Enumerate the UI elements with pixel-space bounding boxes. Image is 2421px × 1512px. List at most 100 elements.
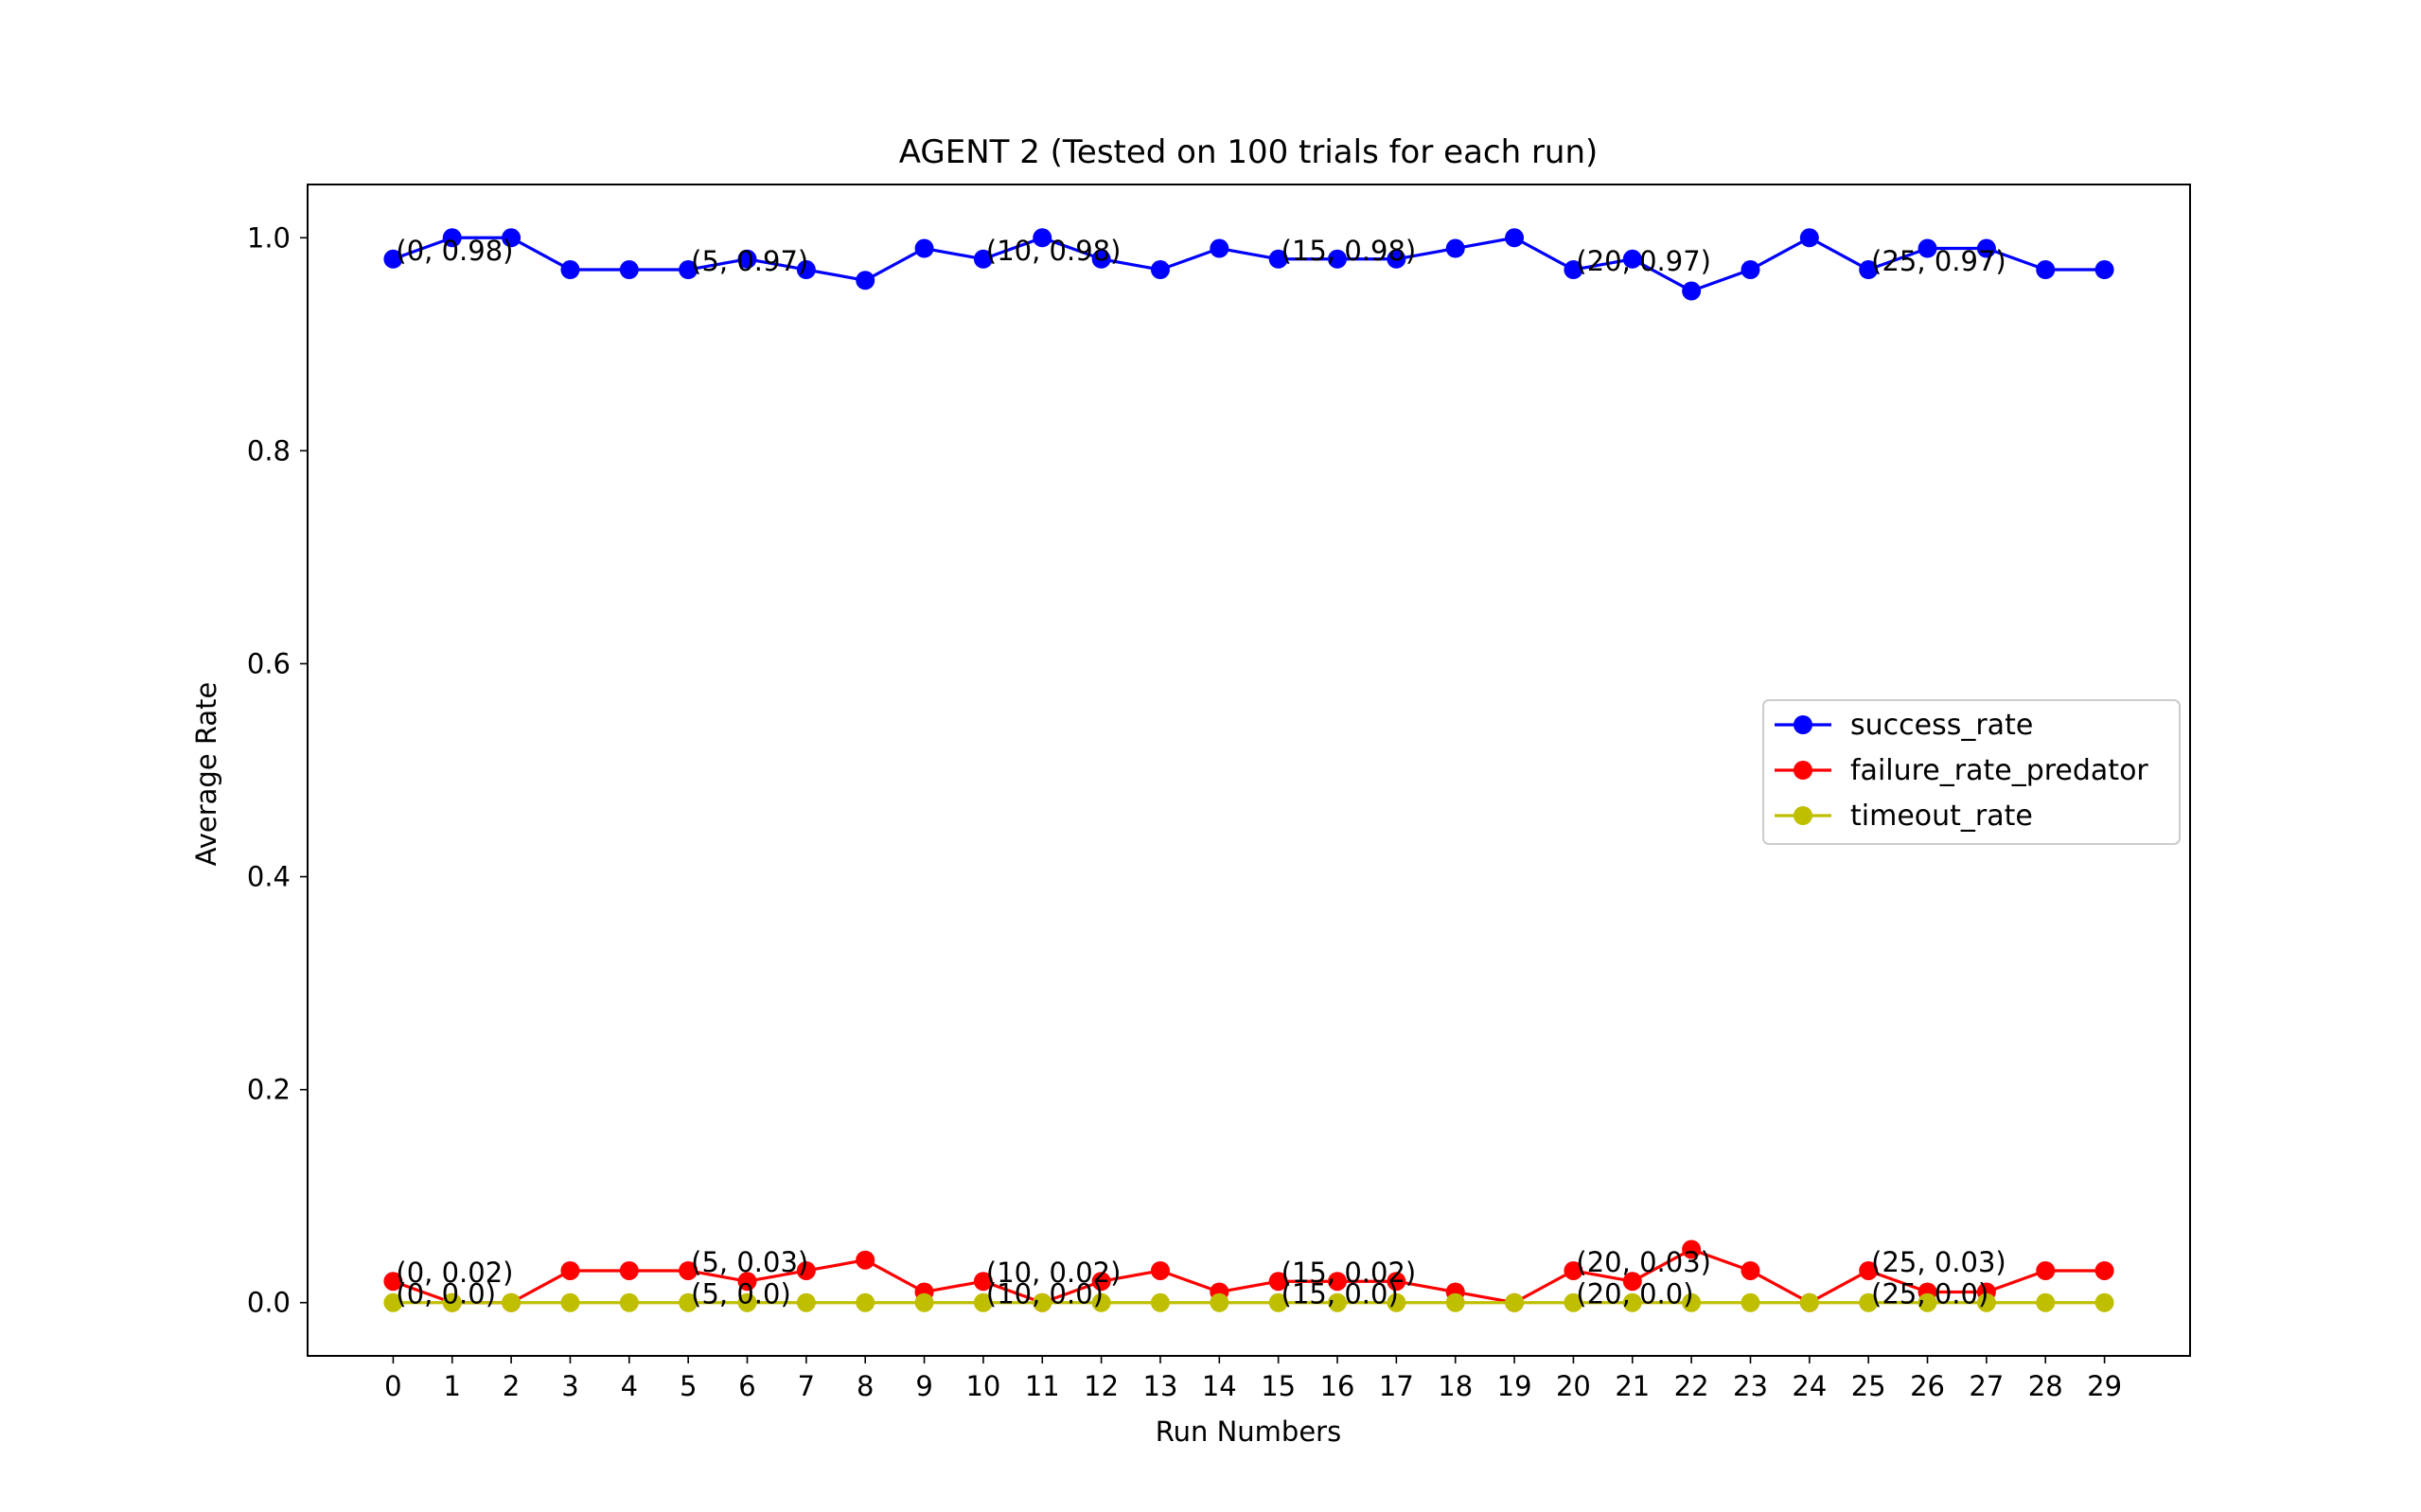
- y-tick-label: 0.4: [247, 861, 291, 893]
- data-point: [1564, 1292, 1583, 1312]
- data-point: [1799, 228, 1819, 248]
- series-line: [392, 236, 2105, 293]
- legend-label: success_rate: [1850, 709, 2033, 742]
- x-tick-label: 1: [444, 1370, 461, 1402]
- data-point: [560, 1260, 580, 1280]
- data-point: [1387, 249, 1406, 269]
- axis-ticks: 0 1 2 3 4 5 6 7 8 9 10 11 12 13 14 15 16 17 18 19 20 21 22 23 24…: [247, 221, 2122, 1402]
- legend-entry: timeout_rate: [1775, 800, 2033, 833]
- x-tick-label: 22: [1674, 1370, 1709, 1402]
- data-point: [1445, 238, 1465, 258]
- legend-label: failure_rate_predator: [1850, 754, 2148, 787]
- data-point: [1445, 1292, 1465, 1312]
- data-point: [1859, 1260, 1879, 1280]
- point-annotation: (0, 0.02): [396, 1257, 513, 1289]
- data-point: [914, 1292, 934, 1312]
- legend-box: [1762, 699, 2181, 845]
- data-point: [1268, 1272, 1288, 1292]
- data-point: [1150, 1260, 1170, 1280]
- data-point: [973, 249, 993, 269]
- data-point: [619, 1292, 639, 1312]
- data-point: [619, 1260, 639, 1280]
- x-tick-label: 5: [680, 1370, 697, 1402]
- data-point: [1268, 249, 1288, 269]
- data-point: [2094, 260, 2114, 280]
- data-point: [1505, 1292, 1525, 1312]
- series-line: [392, 1247, 2105, 1305]
- data-point: [1091, 1292, 1111, 1312]
- data-point: [796, 260, 816, 280]
- data-point: [1564, 260, 1583, 280]
- data-point: [1682, 1239, 1702, 1259]
- x-tick-label: 29: [2087, 1370, 2122, 1402]
- data-point: [1268, 1292, 1288, 1312]
- x-tick-label: 11: [1025, 1370, 1060, 1402]
- plot-series: [383, 228, 2114, 1312]
- legend-entry: success_rate: [1775, 709, 2033, 742]
- point-annotation: (25, 0.0): [1871, 1278, 1988, 1310]
- data-point: [1210, 1292, 1229, 1312]
- y-tick-label: 0.6: [247, 647, 291, 679]
- point-annotation: (0, 0.98): [396, 235, 513, 267]
- x-tick-label: 8: [857, 1370, 874, 1402]
- x-tick-label: 12: [1084, 1370, 1119, 1402]
- data-point: [856, 271, 875, 290]
- data-point: [1328, 1272, 1348, 1292]
- legend-entry: failure_rate_predator: [1775, 754, 2148, 787]
- data-point: [2036, 1260, 2056, 1280]
- x-tick-label: 4: [621, 1370, 638, 1402]
- x-tick-label: 26: [1910, 1370, 1945, 1402]
- data-point: [1741, 260, 1760, 280]
- data-point: [973, 1292, 993, 1312]
- y-tick-label: 0.0: [247, 1287, 291, 1319]
- point-annotation: (10, 0.0): [986, 1278, 1104, 1310]
- data-point: [737, 1292, 757, 1312]
- point-annotation: (15, 0.02): [1281, 1257, 1417, 1289]
- data-point: [737, 1272, 757, 1292]
- point-annotation: (5, 0.97): [691, 245, 808, 277]
- data-point: [383, 1292, 403, 1312]
- x-tick-label: 18: [1438, 1370, 1473, 1402]
- data-point: [679, 1260, 698, 1280]
- y-tick-label: 0.2: [247, 1074, 291, 1106]
- point-annotation: (20, 0.03): [1576, 1246, 1711, 1278]
- data-point: [679, 260, 698, 280]
- data-point: [679, 1292, 698, 1312]
- x-tick-label: 25: [1851, 1370, 1886, 1402]
- series-timeout_rate: [383, 1292, 2114, 1312]
- point-annotation: (25, 0.97): [1871, 245, 2006, 277]
- data-point: [1150, 1292, 1170, 1312]
- data-point: [1859, 1292, 1879, 1312]
- x-tick-label: 19: [1497, 1370, 1532, 1402]
- legend: success_rate failure_rate_predatortimeout…: [1762, 699, 2181, 845]
- data-point: [1033, 228, 1052, 248]
- data-point: [2094, 1260, 2114, 1280]
- point-annotations: (0, 0.98) (5, 0.97) (10, 0.98) (15, 0.98) (2…: [396, 235, 2006, 1310]
- data-point: [1564, 1260, 1583, 1280]
- x-tick-label: 27: [1969, 1370, 2004, 1402]
- x-tick-label: 9: [915, 1370, 932, 1402]
- data-point: [560, 260, 580, 280]
- data-point: [560, 1292, 580, 1312]
- data-point: [1799, 1292, 1819, 1312]
- y-tick-label: 1.0: [247, 221, 291, 254]
- data-point: [1682, 281, 1702, 301]
- chart-title: AGENT 2 (Tested on 100 trials for each r…: [899, 133, 1599, 171]
- point-annotation: (5, 0.0): [691, 1278, 791, 1310]
- x-tick-label: 23: [1733, 1370, 1768, 1402]
- legend-label: timeout_rate: [1850, 800, 2033, 833]
- x-tick-label: 15: [1261, 1370, 1296, 1402]
- point-annotation: (0, 0.0): [396, 1278, 496, 1310]
- point-annotation: (10, 0.02): [986, 1257, 1122, 1289]
- legend-marker: [1794, 806, 1812, 825]
- data-point: [1622, 1272, 1642, 1292]
- legend-marker: [1794, 761, 1812, 780]
- x-tick-label: 13: [1143, 1370, 1178, 1402]
- data-point: [1387, 1272, 1406, 1292]
- data-point: [1622, 1292, 1642, 1312]
- point-annotation: (20, 0.0): [1576, 1278, 1693, 1310]
- data-point: [383, 249, 403, 269]
- data-point: [1328, 249, 1348, 269]
- point-annotation: (15, 0.0): [1281, 1278, 1399, 1310]
- point-annotation: (15, 0.98): [1281, 235, 1417, 267]
